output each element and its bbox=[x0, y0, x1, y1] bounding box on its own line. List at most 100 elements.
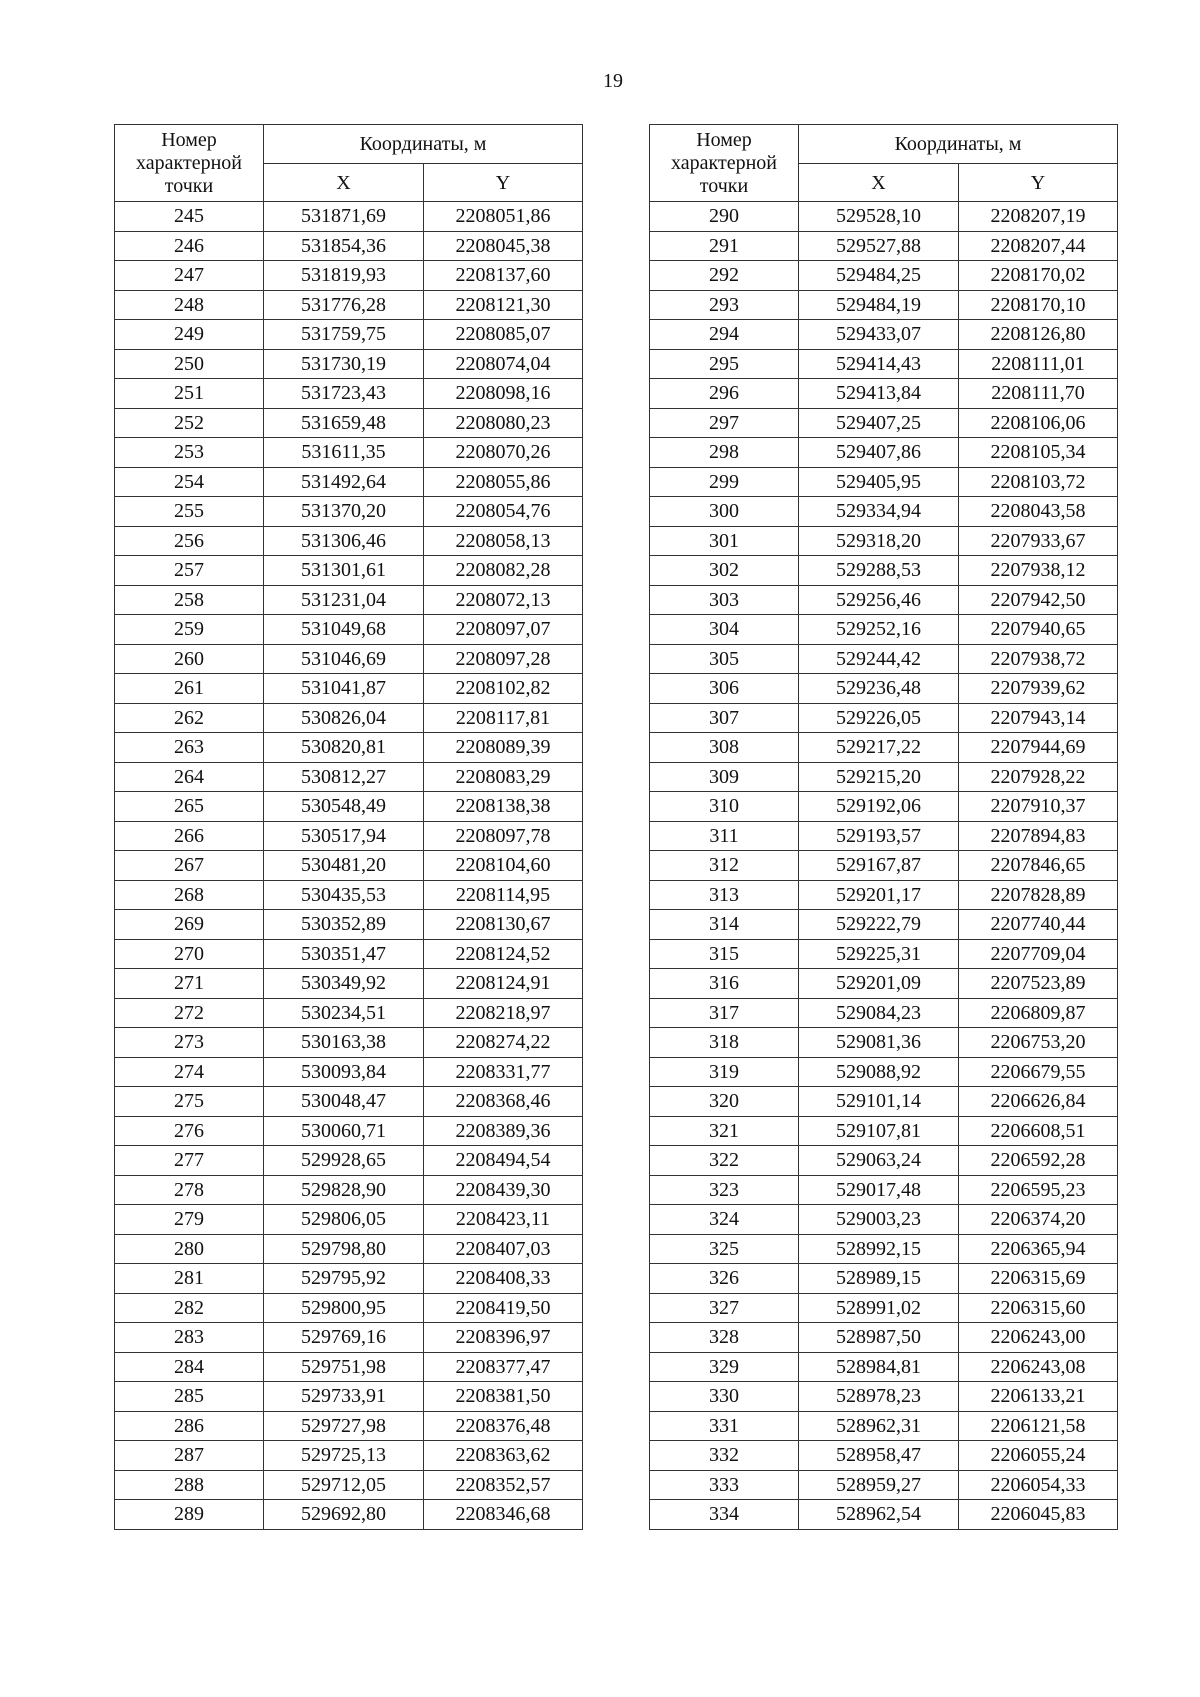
table-row: 305 529244,42 2207938,72 bbox=[649, 643, 1118, 674]
table-row: 258 531231,04 2208072,13 bbox=[114, 584, 583, 615]
table-row: 260 531046,69 2208097,28 bbox=[114, 643, 583, 674]
x-coordinate-cell: 528958,47 bbox=[798, 1440, 959, 1471]
y-coordinate-cell: 2208105,34 bbox=[958, 437, 1118, 468]
point-number-cell: 323 bbox=[649, 1174, 799, 1205]
table-row: 313 529201,17 2207828,89 bbox=[649, 879, 1118, 910]
y-coordinate-cell: 2206315,60 bbox=[958, 1292, 1118, 1323]
point-number-cell: 290 bbox=[649, 201, 799, 232]
x-coordinate-cell: 529217,22 bbox=[798, 732, 959, 763]
point-number-cell: 303 bbox=[649, 584, 799, 615]
x-coordinate-cell: 531871,69 bbox=[263, 201, 424, 232]
table-row: 249 531759,75 2208085,07 bbox=[114, 319, 583, 350]
table-row: 286 529727,98 2208376,48 bbox=[114, 1410, 583, 1441]
point-number-cell: 276 bbox=[114, 1115, 264, 1146]
y-coordinate-cell: 2208124,52 bbox=[423, 938, 583, 969]
point-number-cell: 258 bbox=[114, 584, 264, 615]
table-row: 325 528992,15 2206365,94 bbox=[649, 1233, 1118, 1264]
point-number-cell: 287 bbox=[114, 1440, 264, 1471]
point-number-cell: 257 bbox=[114, 555, 264, 586]
point-number-cell: 280 bbox=[114, 1233, 264, 1264]
y-coordinate-cell: 2207940,65 bbox=[958, 614, 1118, 645]
table-row: 320 529101,14 2206626,84 bbox=[649, 1086, 1118, 1117]
table-row: 269 530352,89 2208130,67 bbox=[114, 909, 583, 940]
point-number-cell: 312 bbox=[649, 850, 799, 881]
y-coordinate-cell: 2208080,23 bbox=[423, 407, 583, 438]
x-coordinate-cell: 529806,05 bbox=[263, 1204, 424, 1235]
y-coordinate-cell: 2207944,69 bbox=[958, 732, 1118, 763]
point-number-cell: 289 bbox=[114, 1499, 264, 1530]
table-row: 296 529413,84 2208111,70 bbox=[649, 378, 1118, 409]
table-row: 318 529081,36 2206753,20 bbox=[649, 1027, 1118, 1058]
table-row: 274 530093,84 2208331,77 bbox=[114, 1056, 583, 1087]
table-row: 257 531301,61 2208082,28 bbox=[114, 555, 583, 586]
x-coordinate-cell: 529484,25 bbox=[798, 260, 959, 291]
table-row: 329 528984,81 2206243,08 bbox=[649, 1351, 1118, 1382]
point-number-cell: 331 bbox=[649, 1410, 799, 1441]
table-row: 282 529800,95 2208419,50 bbox=[114, 1292, 583, 1323]
table-row: 307 529226,05 2207943,14 bbox=[649, 702, 1118, 733]
coordinates-table-right: Номер характерной точки Координаты, м X … bbox=[649, 124, 1118, 1530]
point-number-cell: 330 bbox=[649, 1381, 799, 1412]
table-row: 275 530048,47 2208368,46 bbox=[114, 1086, 583, 1117]
x-coordinate-cell: 529192,06 bbox=[798, 791, 959, 822]
y-coordinate-cell: 2207939,62 bbox=[958, 673, 1118, 704]
y-coordinate-cell: 2208043,58 bbox=[958, 496, 1118, 527]
x-coordinate-cell: 531854,36 bbox=[263, 230, 424, 261]
point-number-cell: 285 bbox=[114, 1381, 264, 1412]
x-coordinate-cell: 529413,84 bbox=[798, 378, 959, 409]
point-number-cell: 256 bbox=[114, 525, 264, 556]
point-number-cell: 292 bbox=[649, 260, 799, 291]
x-coordinate-cell: 529828,90 bbox=[263, 1174, 424, 1205]
table-row: 309 529215,20 2207928,22 bbox=[649, 761, 1118, 792]
point-number-cell: 286 bbox=[114, 1410, 264, 1441]
x-coordinate-cell: 531231,04 bbox=[263, 584, 424, 615]
x-coordinate-cell: 529201,17 bbox=[798, 879, 959, 910]
x-coordinate-cell: 530435,53 bbox=[263, 879, 424, 910]
y-coordinate-cell: 2206315,69 bbox=[958, 1263, 1118, 1294]
y-coordinate-cell: 2208407,03 bbox=[423, 1233, 583, 1264]
x-coordinate-cell: 529800,95 bbox=[263, 1292, 424, 1323]
table-row: 324 529003,23 2206374,20 bbox=[649, 1204, 1118, 1235]
table-row: 331 528962,31 2206121,58 bbox=[649, 1410, 1118, 1441]
x-coordinate-cell: 531776,28 bbox=[263, 289, 424, 320]
point-number-cell: 279 bbox=[114, 1204, 264, 1235]
x-coordinate-cell: 528962,54 bbox=[798, 1499, 959, 1530]
header-x: X bbox=[263, 163, 424, 202]
table-row: 303 529256,46 2207942,50 bbox=[649, 584, 1118, 615]
y-coordinate-cell: 2206045,83 bbox=[958, 1499, 1118, 1530]
table-row: 276 530060,71 2208389,36 bbox=[114, 1115, 583, 1146]
x-coordinate-cell: 530517,94 bbox=[263, 820, 424, 851]
y-coordinate-cell: 2208207,44 bbox=[958, 230, 1118, 261]
y-coordinate-cell: 2208085,07 bbox=[423, 319, 583, 350]
page-number: 19 bbox=[603, 70, 623, 92]
y-coordinate-cell: 2208346,68 bbox=[423, 1499, 583, 1530]
x-coordinate-cell: 529334,94 bbox=[798, 496, 959, 527]
y-coordinate-cell: 2208274,22 bbox=[423, 1027, 583, 1058]
y-coordinate-cell: 2208097,28 bbox=[423, 643, 583, 674]
point-number-cell: 298 bbox=[649, 437, 799, 468]
table-row: 287 529725,13 2208363,62 bbox=[114, 1440, 583, 1471]
point-number-cell: 294 bbox=[649, 319, 799, 350]
y-coordinate-cell: 2207933,67 bbox=[958, 525, 1118, 556]
y-coordinate-cell: 2208408,33 bbox=[423, 1263, 583, 1294]
x-coordinate-cell: 529201,09 bbox=[798, 968, 959, 999]
table-row: 278 529828,90 2208439,30 bbox=[114, 1174, 583, 1205]
y-coordinate-cell: 2208218,97 bbox=[423, 997, 583, 1028]
x-coordinate-cell: 529407,86 bbox=[798, 437, 959, 468]
header-y: Y bbox=[958, 163, 1118, 202]
x-coordinate-cell: 528978,23 bbox=[798, 1381, 959, 1412]
y-coordinate-cell: 2207942,50 bbox=[958, 584, 1118, 615]
point-number-cell: 307 bbox=[649, 702, 799, 733]
table-row: 284 529751,98 2208377,47 bbox=[114, 1351, 583, 1382]
table-row: 321 529107,81 2206608,51 bbox=[649, 1115, 1118, 1146]
y-coordinate-cell: 2208376,48 bbox=[423, 1410, 583, 1441]
point-number-cell: 252 bbox=[114, 407, 264, 438]
x-coordinate-cell: 531041,87 bbox=[263, 673, 424, 704]
y-coordinate-cell: 2208089,39 bbox=[423, 732, 583, 763]
table-row: 333 528959,27 2206054,33 bbox=[649, 1469, 1118, 1500]
point-number-cell: 251 bbox=[114, 378, 264, 409]
x-coordinate-cell: 529527,88 bbox=[798, 230, 959, 261]
x-coordinate-cell: 529222,79 bbox=[798, 909, 959, 940]
table-row: 283 529769,16 2208396,97 bbox=[114, 1322, 583, 1353]
table-row: 256 531306,46 2208058,13 bbox=[114, 525, 583, 556]
